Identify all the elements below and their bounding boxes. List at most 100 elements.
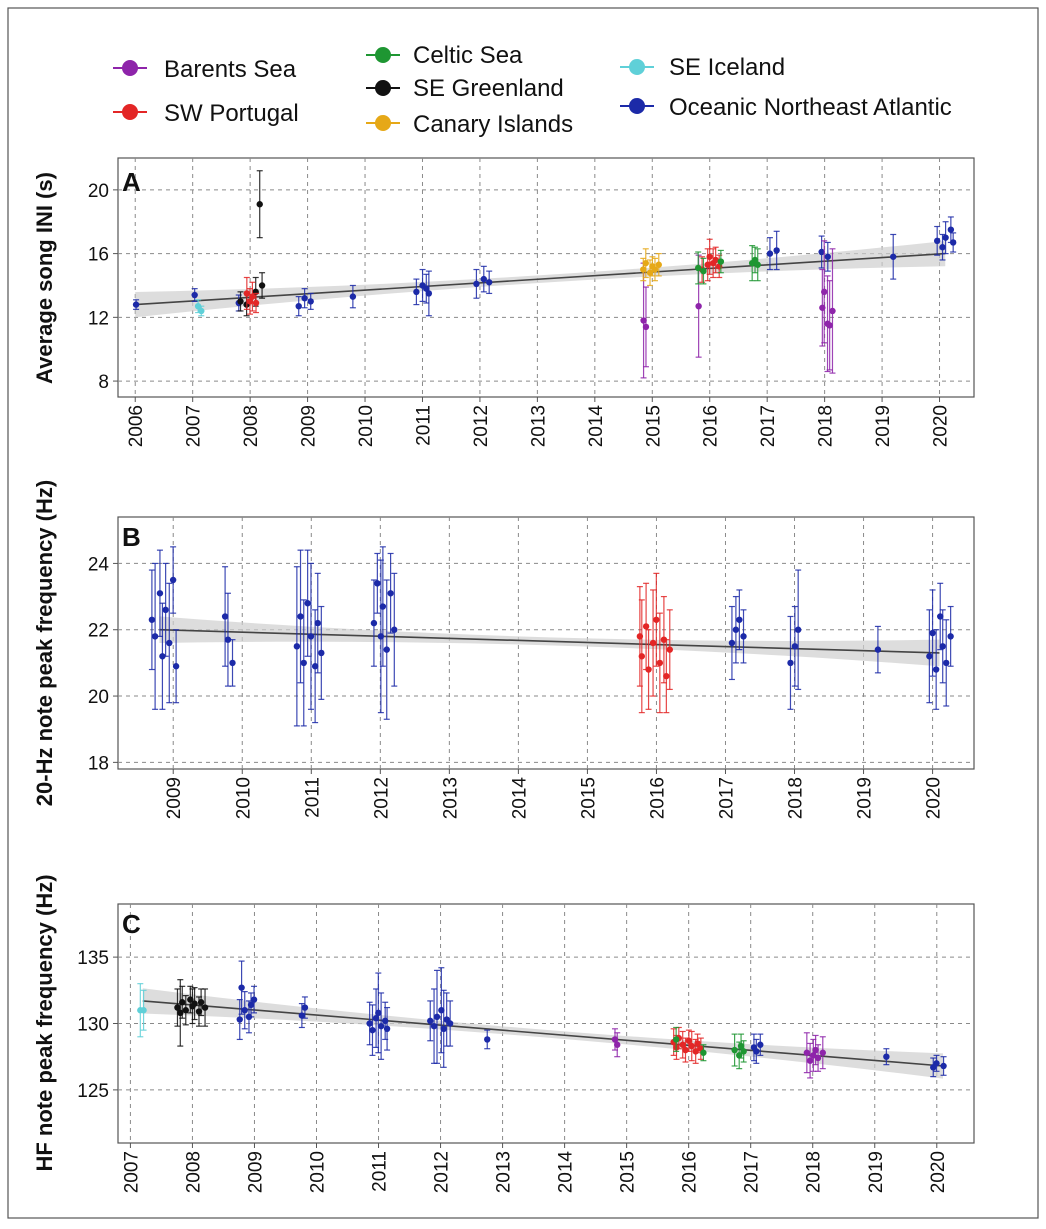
data-point bbox=[731, 1046, 738, 1054]
legend-item-canary-islands: Canary Islands bbox=[366, 111, 573, 138]
data-point bbox=[250, 996, 258, 1003]
data-point bbox=[425, 290, 433, 297]
x-tick-label: 2011 bbox=[413, 405, 434, 446]
series-barents-sea bbox=[611, 1028, 826, 1079]
data-point bbox=[446, 1020, 454, 1027]
x-tick-label: 2014 bbox=[586, 405, 607, 448]
data-point bbox=[485, 279, 493, 286]
data-point bbox=[806, 1057, 814, 1064]
data-point bbox=[307, 633, 315, 640]
data-point bbox=[440, 1025, 447, 1033]
data-point bbox=[611, 1036, 619, 1043]
data-point bbox=[940, 1062, 947, 1070]
data-point bbox=[640, 317, 647, 324]
data-point bbox=[256, 201, 263, 208]
data-point bbox=[246, 298, 254, 305]
data-point bbox=[803, 1049, 811, 1056]
data-point bbox=[753, 1048, 760, 1055]
x-tick-label: 2009 bbox=[299, 405, 320, 447]
data-point bbox=[728, 639, 736, 647]
data-point bbox=[694, 264, 702, 272]
data-point bbox=[249, 293, 256, 300]
panel-letter: C bbox=[122, 909, 141, 939]
x-tick-label: 2009 bbox=[245, 1151, 266, 1193]
data-point bbox=[824, 253, 831, 260]
legend: Barents Sea SW Portugal Celtic Sea SE Gr… bbox=[113, 42, 952, 138]
data-point bbox=[791, 643, 799, 650]
x-tick-label: 2016 bbox=[701, 405, 722, 447]
data-point bbox=[318, 649, 325, 657]
data-point bbox=[943, 659, 950, 667]
x-tick-label: 2013 bbox=[440, 777, 461, 819]
data-point bbox=[826, 322, 833, 329]
data-point bbox=[646, 269, 654, 276]
data-point bbox=[238, 984, 245, 991]
data-point bbox=[757, 1041, 764, 1048]
series-se-iceland bbox=[137, 983, 147, 1038]
x-tick-label: 2011 bbox=[302, 777, 323, 818]
data-point bbox=[258, 282, 266, 289]
data-point bbox=[685, 1037, 693, 1044]
data-point bbox=[932, 666, 940, 673]
data-point bbox=[645, 666, 652, 673]
y-tick-label: 24 bbox=[88, 554, 110, 575]
data-point bbox=[236, 1016, 243, 1023]
series-oceanic-northeast-atlantic bbox=[236, 960, 947, 1078]
data-point bbox=[229, 659, 236, 667]
data-point bbox=[640, 266, 647, 273]
legend-item-oceanic-northeast-atlantic: Oceanic Northeast Atlantic bbox=[620, 94, 952, 121]
x-tick-label: 2019 bbox=[873, 405, 894, 447]
data-point bbox=[700, 267, 707, 275]
data-point bbox=[366, 1020, 373, 1027]
x-tick-label: 2010 bbox=[307, 1151, 328, 1193]
x-tick-label: 2016 bbox=[680, 1151, 701, 1193]
data-point bbox=[307, 298, 314, 305]
dot-icon bbox=[122, 60, 138, 76]
data-point bbox=[369, 1026, 376, 1034]
data-point bbox=[191, 1000, 198, 1007]
data-point bbox=[717, 258, 725, 265]
y-tick-label: 18 bbox=[88, 753, 109, 774]
data-point bbox=[156, 590, 164, 597]
legend-label: SE Greenland bbox=[413, 75, 564, 102]
data-point bbox=[947, 633, 954, 640]
data-point bbox=[370, 619, 378, 627]
data-point bbox=[737, 1042, 745, 1050]
panel-b: 2009 2010 2011 2012 2013 2014 2015 2016 2017 2018… bbox=[32, 480, 975, 819]
data-point bbox=[818, 248, 825, 256]
data-point bbox=[666, 646, 673, 653]
data-point bbox=[649, 639, 657, 647]
data-point bbox=[201, 1004, 209, 1011]
data-point bbox=[247, 1001, 255, 1009]
data-point bbox=[939, 643, 946, 650]
data-point bbox=[695, 302, 702, 310]
data-point bbox=[298, 1012, 306, 1019]
x-tick-label: 2018 bbox=[804, 1151, 825, 1193]
series-sw-portugal bbox=[636, 572, 673, 714]
y-tick-label: 8 bbox=[98, 372, 109, 393]
data-point bbox=[314, 619, 321, 627]
data-point bbox=[221, 613, 229, 620]
legend-item-se-greenland: SE Greenland bbox=[366, 75, 564, 102]
data-point bbox=[787, 659, 794, 667]
data-point bbox=[377, 1022, 385, 1030]
data-point bbox=[224, 636, 232, 643]
data-point bbox=[874, 646, 882, 653]
legend-item-sw-portugal: SW Portugal bbox=[113, 100, 299, 127]
panel-c: 2007 2008 2009 2010 2011 2012 2013 2014 2015 2016… bbox=[32, 874, 975, 1193]
data-point bbox=[198, 307, 205, 315]
data-point bbox=[947, 226, 955, 233]
data-point bbox=[433, 1013, 441, 1021]
data-point bbox=[949, 239, 957, 246]
legend-label: SW Portugal bbox=[164, 100, 299, 127]
x-tick-label: 2013 bbox=[494, 1151, 515, 1193]
x-tick-label: 2017 bbox=[758, 405, 779, 447]
data-point bbox=[794, 626, 802, 633]
data-point bbox=[438, 1007, 445, 1014]
data-point bbox=[423, 285, 430, 292]
data-point bbox=[159, 653, 166, 660]
data-point bbox=[179, 999, 186, 1006]
data-point bbox=[754, 261, 761, 268]
data-point bbox=[194, 302, 202, 310]
